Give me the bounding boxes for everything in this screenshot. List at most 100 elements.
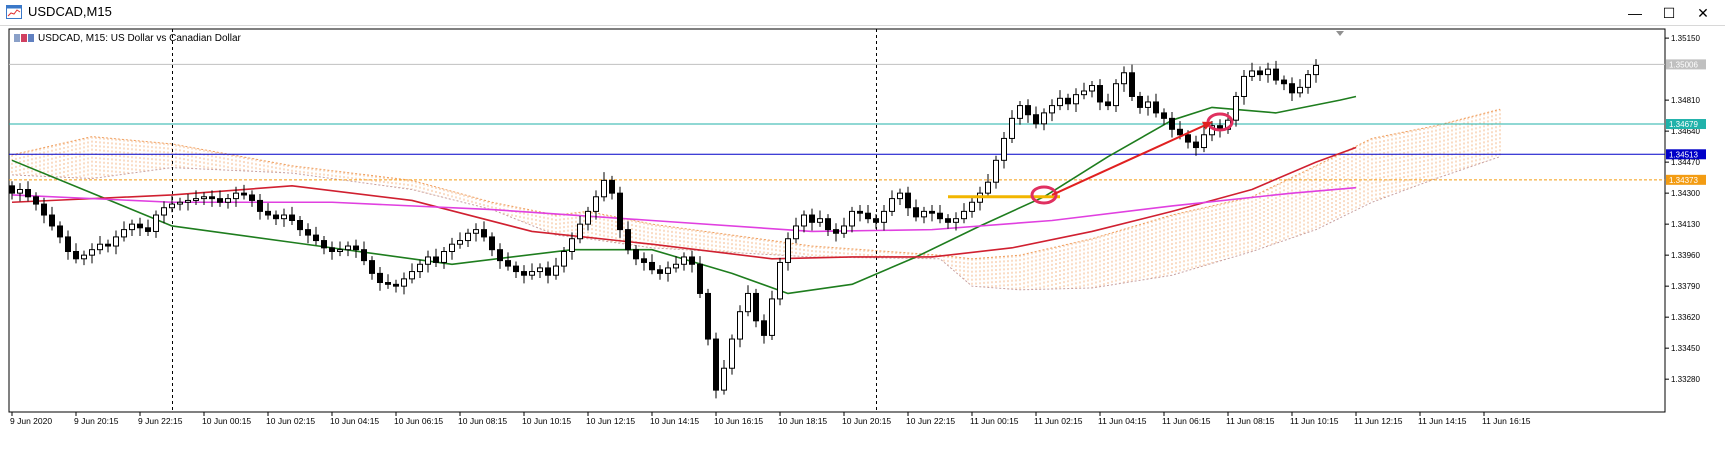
maximize-button[interactable]: ☐ bbox=[1662, 5, 1676, 21]
candle-body bbox=[649, 261, 655, 271]
candle-body bbox=[697, 263, 703, 294]
candle-body bbox=[401, 278, 407, 287]
candle-body bbox=[185, 199, 191, 203]
candle-body bbox=[1113, 83, 1119, 107]
candle-body bbox=[865, 212, 871, 220]
price-level-label: 1.34513 bbox=[1669, 150, 1698, 159]
y-tick-label: 1.34130 bbox=[1671, 220, 1700, 229]
candle-body bbox=[1193, 141, 1199, 149]
candle-body bbox=[617, 192, 623, 231]
candle-body bbox=[361, 249, 367, 262]
candle-body bbox=[65, 236, 71, 253]
price-chart[interactable]: 1.35150 1.34810 1.34640 1.34470 1.34300 1.341… bbox=[0, 26, 1725, 449]
candle-body bbox=[793, 225, 799, 240]
candle-body bbox=[1169, 117, 1175, 130]
candle-body bbox=[369, 260, 375, 274]
candle-body bbox=[537, 267, 543, 273]
candle-body bbox=[1241, 75, 1247, 97]
price-level-label: 1.35006 bbox=[1669, 60, 1698, 69]
candle-body bbox=[825, 218, 831, 231]
time-axis: 9 Jun 2020 9 Jun 20:15 9 Jun 22:15 10 Jun 0… bbox=[10, 412, 1531, 426]
candle-body bbox=[225, 198, 231, 203]
x-tick-label: 10 Jun 18:15 bbox=[778, 416, 827, 426]
candle-body bbox=[873, 218, 879, 223]
candle-body bbox=[97, 243, 103, 251]
cloud-span-b bbox=[11, 156, 1501, 291]
x-tick-label: 11 Jun 06:15 bbox=[1162, 416, 1211, 426]
y-tick-label: 1.33960 bbox=[1671, 251, 1700, 260]
candle-body bbox=[921, 210, 927, 218]
candle-body bbox=[945, 218, 951, 223]
x-tick-label: 10 Jun 16:15 bbox=[714, 416, 763, 426]
candle-body bbox=[593, 196, 599, 212]
candle-body bbox=[809, 214, 815, 223]
candle-body bbox=[241, 192, 247, 196]
candle-body bbox=[897, 192, 903, 200]
x-tick-label: 10 Jun 04:15 bbox=[330, 416, 379, 426]
candle-body bbox=[985, 181, 991, 194]
candles bbox=[9, 59, 1319, 399]
candle-body bbox=[753, 292, 759, 322]
candle-body bbox=[521, 271, 527, 276]
candle-body bbox=[641, 258, 647, 263]
y-tick-label: 1.34300 bbox=[1671, 189, 1700, 198]
candle-body bbox=[129, 223, 135, 231]
candle-body bbox=[313, 234, 319, 242]
candle-body bbox=[17, 188, 23, 194]
price-level-badge bbox=[1666, 119, 1706, 130]
candle-body bbox=[169, 203, 175, 209]
candle-body bbox=[57, 225, 63, 238]
candle-body bbox=[737, 311, 743, 340]
candle-body bbox=[73, 251, 79, 260]
candle-body bbox=[449, 243, 455, 253]
x-tick-label: 11 Jun 04:15 bbox=[1098, 416, 1147, 426]
candle-body bbox=[25, 188, 31, 198]
candle-body bbox=[777, 261, 783, 300]
candle-body bbox=[345, 245, 351, 251]
candle-body bbox=[1081, 90, 1087, 96]
x-tick-label: 11 Jun 12:15 bbox=[1354, 416, 1403, 426]
candle-body bbox=[513, 265, 519, 273]
candle-body bbox=[329, 247, 335, 253]
candle-body bbox=[721, 367, 727, 391]
candle-body bbox=[769, 298, 775, 336]
candle-body bbox=[561, 251, 567, 267]
candle-body bbox=[433, 256, 439, 263]
x-tick-label: 10 Jun 22:15 bbox=[906, 416, 955, 426]
candle-body bbox=[425, 256, 431, 265]
candle-body bbox=[673, 263, 679, 269]
candle-body bbox=[841, 225, 847, 234]
candle-body bbox=[889, 198, 895, 212]
candle-body bbox=[1089, 85, 1095, 92]
x-tick-label: 11 Jun 16:15 bbox=[1482, 416, 1531, 426]
candle-body bbox=[153, 214, 159, 232]
candle-body bbox=[569, 238, 575, 253]
x-tick-label: 10 Jun 02:15 bbox=[266, 416, 315, 426]
candle-body bbox=[665, 267, 671, 274]
x-tick-label: 11 Jun 14:15 bbox=[1418, 416, 1467, 426]
candle-body bbox=[625, 229, 631, 251]
y-tick-label: 1.33450 bbox=[1671, 344, 1700, 353]
candle-body bbox=[1201, 134, 1207, 149]
minimize-button[interactable]: — bbox=[1628, 5, 1642, 21]
candle-body bbox=[1233, 95, 1239, 121]
candle-body bbox=[265, 210, 271, 216]
candle-body bbox=[657, 269, 663, 274]
candle-body bbox=[1121, 72, 1127, 85]
close-button[interactable]: ✕ bbox=[1697, 5, 1709, 21]
candle-body bbox=[929, 210, 935, 214]
candle-body bbox=[1025, 105, 1031, 116]
candle-body bbox=[601, 179, 607, 198]
candle-body bbox=[761, 320, 767, 336]
chart-area[interactable]: 1.35150 1.34810 1.34640 1.34470 1.34300 1.341… bbox=[0, 26, 1725, 449]
candle-body bbox=[409, 271, 415, 280]
annotation-arrow-line bbox=[1051, 121, 1213, 196]
candle-body bbox=[505, 260, 511, 267]
candle-body bbox=[1033, 114, 1039, 125]
x-tick-label: 10 Jun 20:15 bbox=[842, 416, 891, 426]
candle-body bbox=[145, 227, 151, 232]
price-level-badge bbox=[1666, 174, 1706, 185]
chart-shift-marker bbox=[1336, 31, 1344, 36]
y-tick-label: 1.34640 bbox=[1671, 127, 1700, 136]
x-tick-label: 9 Jun 2020 bbox=[10, 416, 52, 426]
